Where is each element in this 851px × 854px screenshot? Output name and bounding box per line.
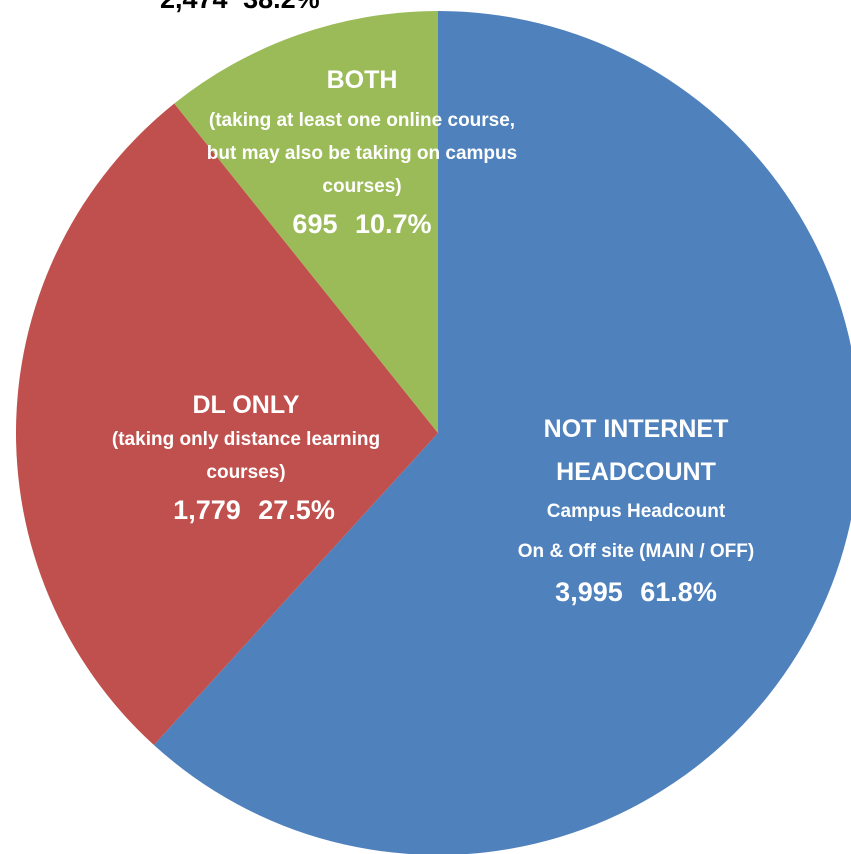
partial-count: 2,474 [160, 0, 228, 14]
slice-percent-both: 10.7% [355, 209, 432, 239]
slice-both [174, 11, 438, 433]
partial-percent: 38.2% [243, 0, 320, 14]
slice-desc-dl-only-2: courses) [206, 462, 285, 483]
partial-top-label: 2,474 38.2% [160, 0, 320, 14]
slice-desc-not-internet-1: Campus Headcount [547, 501, 726, 522]
slice-count-both: 695 [292, 209, 337, 239]
slice-count-dl-only: 1,779 [173, 495, 241, 525]
slice-label-both: BOTH (taking at least one online course,… [207, 66, 517, 239]
slice-value-dl-only: 1,779 27.5% [173, 495, 335, 525]
slice-value-not-internet: 3,995 61.8% [555, 577, 717, 607]
slice-name-not-internet-1: NOT INTERNET [544, 415, 729, 443]
slice-name-dl-only: DL ONLY [193, 391, 300, 419]
slice-not-internet-headcount [153, 11, 851, 854]
slice-label-dl-only: DL ONLY (taking only distance learning c… [112, 391, 380, 525]
slice-desc-both-3: courses) [322, 176, 401, 197]
slice-count-not-internet: 3,995 [555, 577, 623, 607]
slice-desc-both-2: but may also be taking on campus [207, 143, 517, 164]
slice-name-both: BOTH [327, 66, 398, 94]
slice-label-not-internet: NOT INTERNET HEADCOUNT Campus Headcount … [518, 415, 754, 607]
slice-name-not-internet-2: HEADCOUNT [556, 458, 716, 486]
slice-desc-not-internet-2: On & Off site (MAIN / OFF) [518, 541, 754, 562]
slice-value-both: 695 10.7% [292, 209, 431, 239]
pie-slices [15, 11, 851, 854]
slice-dl-only [15, 103, 438, 746]
slice-percent-dl-only: 27.5% [258, 495, 335, 525]
slice-desc-both-1: (taking at least one online course, [209, 110, 515, 131]
slice-percent-not-internet: 61.8% [640, 577, 717, 607]
slice-desc-dl-only-1: (taking only distance learning [112, 429, 380, 450]
